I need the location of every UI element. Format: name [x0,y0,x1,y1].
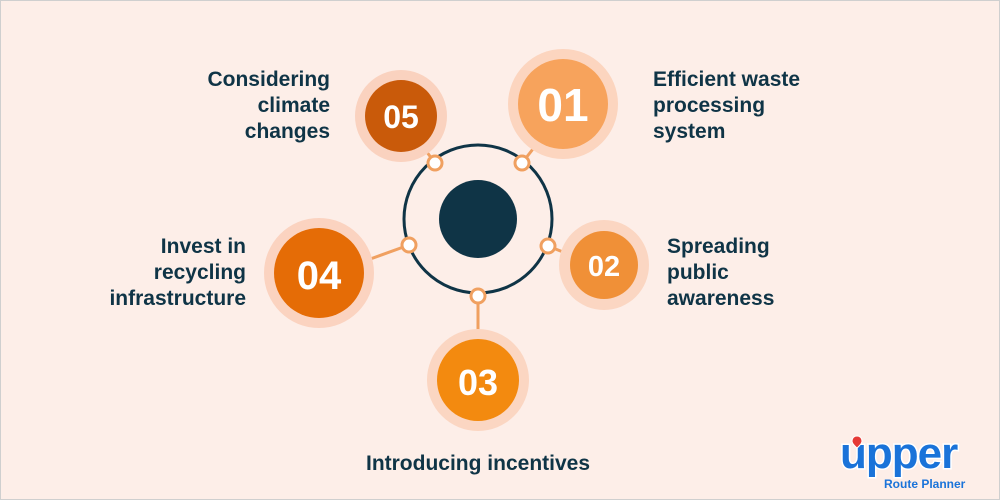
step-label-01-line: processing [653,94,766,117]
step-label-04-line: recycling [153,261,246,284]
step-label-04-line: infrastructure [109,287,246,310]
step-node-05: 05 [355,70,447,162]
step-label-04-line: Invest in [160,235,246,258]
step-node-03: 03 [427,329,529,431]
step-circle-01 [518,59,608,149]
step-label-02-line: Spreading [667,235,770,258]
step-label-01: Efficient waste processing system [653,67,833,145]
map-pin-icon [851,435,863,449]
ring-dot-01 [513,154,531,172]
step-circle-05 [365,80,437,152]
step-label-02-line: awareness [667,287,775,310]
step-label-05-line: changes [244,120,330,143]
step-label-05: Considering climate changes [150,67,330,145]
ring-dot-03 [469,287,487,305]
step-label-05-line: Considering [207,68,330,91]
step-node-02: 02 [559,220,649,310]
ring-dot-05 [426,154,444,172]
step-label-02: Spreading public awareness [667,234,847,312]
step-label-03: Introducing incentives [320,451,636,477]
ring-dot-02 [539,237,557,255]
upper-logo: upper Route Planner [838,428,990,493]
step-label-01-line: Efficient waste [653,68,801,91]
step-circle-02 [570,231,638,299]
step-label-03-line: Introducing incentives [365,452,591,475]
step-node-01: 01 [508,49,618,159]
step-number-02: 02 [588,251,620,283]
step-number-05: 05 [383,99,419,135]
step-label-01-line: system [653,120,726,143]
step-circle-03 [437,339,519,421]
step-number-01: 01 [537,79,588,131]
step-node-04: 04 [264,218,374,328]
step-circle-04 [274,228,364,318]
logo-tagline: Route Planner [884,477,966,491]
step-label-05-line: climate [257,94,330,117]
step-number-03: 03 [458,362,498,403]
step-label-02-line: public [667,261,729,284]
step-number-04: 04 [297,254,342,298]
step-label-04: Invest in recycling infrastructure [60,234,246,312]
ring-dot-04 [400,236,418,254]
hub-center [439,180,517,258]
